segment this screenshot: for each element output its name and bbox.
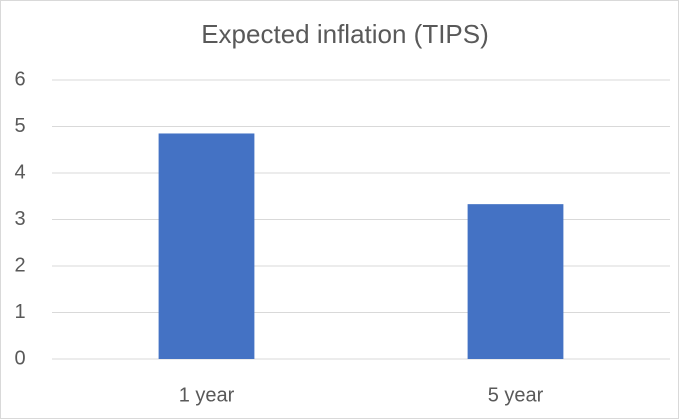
y-tick-label: 2 [14,254,25,276]
y-tick-label: 0 [14,347,25,369]
bar [467,204,564,359]
y-tick-label: 6 [14,68,25,90]
y-tick-label: 4 [14,161,25,183]
chart-title: Expected inflation (TIPS) [201,19,489,49]
x-tick-label: 5 year [488,384,544,406]
x-tick-label: 1 year [179,384,235,406]
bar [158,133,255,359]
y-tick-label: 5 [14,115,25,137]
y-tick-label: 3 [14,208,25,230]
y-tick-label: 1 [14,301,25,323]
